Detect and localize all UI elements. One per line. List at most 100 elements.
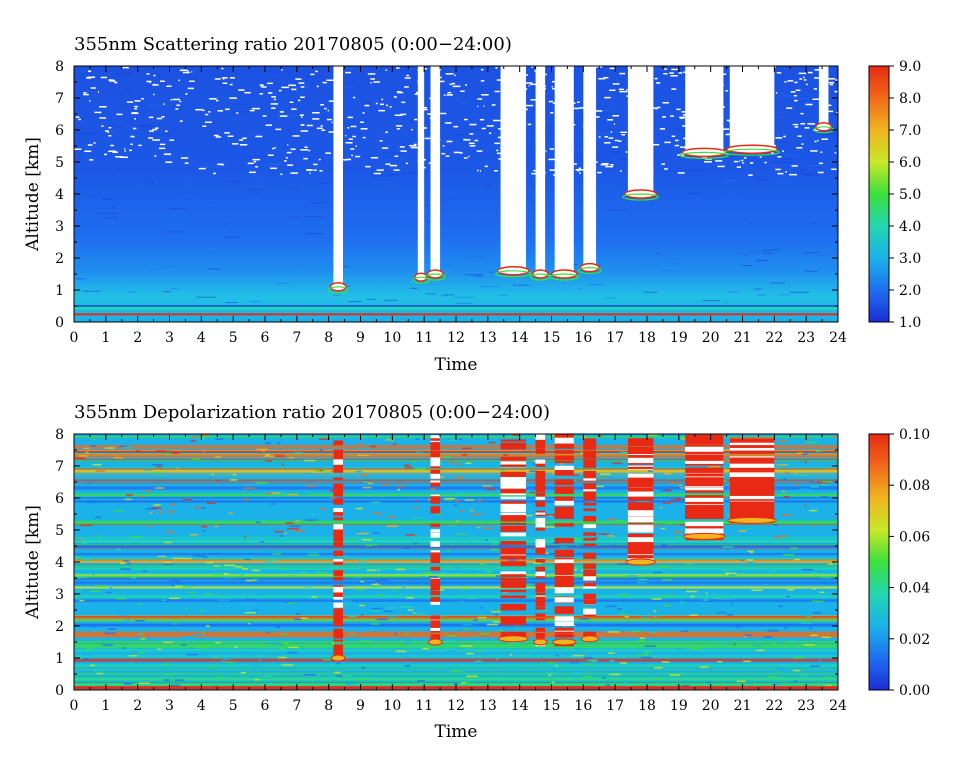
depol-speck: [787, 588, 795, 591]
depol-speck: [810, 483, 821, 486]
depolarization-ratio-x-axis: 0 1 2 3 4 5 6 7 8 9 10 11 12 13 14 15 16 17 18 19 20 21 22 23 24: [70, 434, 847, 714]
noise-speck: [604, 136, 609, 138]
noise-speck: [232, 143, 239, 145]
depol-speck: [256, 448, 268, 451]
depol-speck: [201, 556, 208, 558]
noise-speck: [155, 127, 159, 129]
texture-streak: [465, 255, 486, 257]
noise-speck: [301, 124, 304, 126]
depol-cloud-cell: [554, 627, 574, 631]
noise-speck: [703, 161, 712, 163]
depol-speck: [450, 670, 462, 673]
depol-cloud-cell: [685, 473, 724, 477]
depol-speck: [750, 637, 754, 640]
depol-speck: [490, 610, 501, 613]
depol-cloud-cell: [729, 502, 775, 507]
depol-speck: [480, 606, 483, 609]
depol-speck: [285, 522, 294, 524]
near-field-band: [74, 306, 838, 310]
depol-speck: [360, 558, 368, 561]
depol-cloud-cell: [535, 448, 546, 454]
depol-cloud-cell: [685, 521, 724, 527]
noise-speck: [800, 122, 806, 125]
depol-speck: [499, 469, 506, 471]
noise-speck: [322, 81, 327, 84]
depol-speck: [162, 663, 171, 666]
depol-speck: [619, 594, 629, 596]
y-tick-label: 5: [55, 155, 64, 171]
noise-speck: [825, 110, 834, 113]
depol-speck: [416, 451, 420, 454]
depol-speck: [618, 613, 627, 615]
depol-speck: [644, 645, 656, 647]
noise-speck: [452, 85, 461, 88]
depol-speck: [190, 440, 196, 442]
depol-speck: [815, 450, 822, 452]
depol-cloud-cell: [535, 601, 546, 607]
depol-speck: [87, 482, 90, 485]
depol-cloud-cell: [500, 571, 527, 576]
depol-speck: [220, 660, 225, 662]
texture-streak: [794, 223, 809, 225]
depol-speck: [619, 475, 622, 478]
depol-speck: [638, 500, 650, 502]
depol-cloud-cell: [535, 583, 546, 588]
depol-speck: [356, 532, 369, 535]
noise-speck: [405, 162, 409, 165]
depol-speck: [125, 562, 132, 565]
depol-cloud-cell: [535, 567, 546, 572]
depol-speck: [319, 469, 323, 472]
noise-speck: [618, 88, 624, 91]
depol-speck: [411, 579, 415, 581]
depol-speck: [95, 470, 106, 472]
depol-speck: [267, 646, 275, 649]
depol-speck: [377, 584, 381, 586]
cloud-column: [417, 66, 425, 278]
noise-speck: [484, 165, 488, 168]
noise-speck: [533, 169, 537, 172]
depolarization-ratio-ylabel: Altitude [km]: [23, 505, 43, 620]
depol-cloud-cell: [500, 541, 527, 545]
texture-streak: [765, 219, 776, 221]
depol-cloud-cell: [430, 442, 441, 446]
depol-speck: [149, 512, 153, 514]
depol-speck: [162, 453, 172, 455]
depol-speck: [386, 607, 397, 609]
texture-streak: [186, 189, 194, 191]
depol-speck: [75, 576, 87, 579]
noise-speck: [609, 89, 616, 92]
depol-speck: [172, 557, 181, 560]
depol-cloud-cell: [535, 523, 546, 528]
depol-speck: [286, 651, 298, 654]
cloud-base-halo: [577, 267, 602, 275]
depol-speck: [272, 632, 277, 634]
colorbar-tick-label: 0.04: [899, 581, 930, 597]
depol-speck: [263, 547, 267, 550]
depol-band: [74, 449, 838, 453]
texture-streak: [241, 147, 250, 149]
depol-speck: [357, 677, 370, 680]
depol-speck: [124, 619, 130, 622]
depol-speck: [240, 671, 246, 674]
depol-speck: [578, 618, 590, 620]
texture-streak: [77, 133, 98, 135]
noise-speck: [782, 150, 784, 153]
x-tick-label: 12: [447, 698, 465, 714]
texture-streak: [762, 249, 780, 251]
depol-cloud-cell: [333, 570, 343, 576]
noise-speck: [770, 152, 774, 154]
depolarization-ratio-colorbar-ticks: 0.000.020.040.060.080.10: [889, 427, 930, 699]
noise-speck: [610, 164, 614, 166]
noise-speck: [676, 108, 681, 111]
noise-speck: [486, 125, 494, 127]
noise-speck: [492, 119, 501, 122]
texture-streak: [605, 164, 612, 166]
noise-speck: [97, 91, 100, 93]
depolarization-ratio-panel: 355nm Depolarization ratio 20170805 (0:0…: [23, 402, 930, 742]
cloud-base-halo: [327, 286, 349, 294]
noise-speck: [791, 165, 798, 167]
texture-streak: [326, 203, 331, 205]
depol-speck: [158, 557, 164, 559]
noise-speck: [722, 128, 730, 130]
depol-speck: [243, 487, 256, 489]
